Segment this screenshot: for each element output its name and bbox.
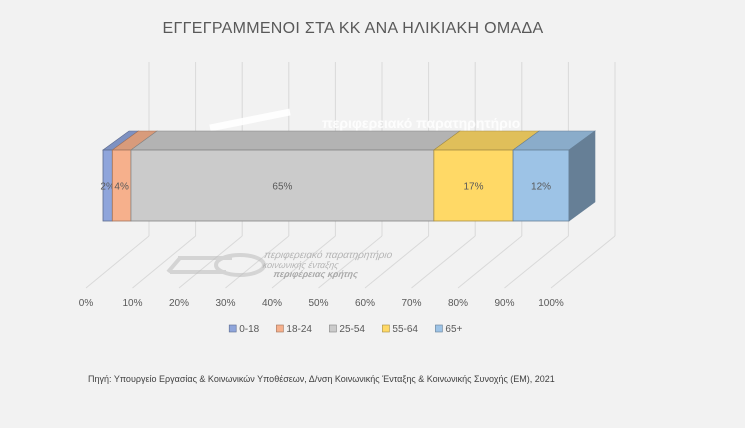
chart-title: ΕΓΓΕΓΡΑΜΜΕΝΟΙ ΣΤΑ ΚΚ ΑΝΑ ΗΛΙΚΙΑΚΗ ΟΜΑΔΑ bbox=[162, 20, 544, 37]
source-note: Πηγή: Υπουργείο Εργασίας & Κοινωνικών Υπ… bbox=[88, 374, 555, 384]
gridline-floor bbox=[504, 235, 569, 289]
bar-segment-top-25-54 bbox=[130, 130, 461, 151]
gridline-floor bbox=[411, 235, 476, 289]
x-tick-label: 80% bbox=[448, 298, 468, 309]
data-label-65+: 12% bbox=[531, 182, 551, 193]
x-tick-label: 70% bbox=[401, 298, 421, 309]
legend-swatch-18-24 bbox=[276, 324, 284, 333]
watermark-logo bbox=[166, 253, 266, 277]
watermark-back-logo bbox=[209, 108, 291, 132]
gridline-floor bbox=[364, 235, 429, 289]
gridline-floor bbox=[457, 235, 523, 289]
gridline-floor bbox=[132, 235, 196, 289]
x-axis-ticks: 0% 10% 20% 30% 40% 50% 60% 70% 80% 90% 100% bbox=[79, 298, 564, 309]
x-tick-label: 0% bbox=[79, 298, 94, 309]
legend-swatch-65+ bbox=[435, 324, 443, 333]
bar-segment-25-54 bbox=[130, 149, 435, 222]
gridline-floor bbox=[550, 235, 616, 289]
watermark-line-3: περιφέρειας κρήτης bbox=[273, 269, 359, 279]
x-tick-label: 40% bbox=[262, 298, 282, 309]
legend-label-0-18: 0-18 bbox=[239, 324, 259, 335]
legend-label-25-54: 25-54 bbox=[339, 324, 365, 335]
x-tick-label: 10% bbox=[122, 298, 142, 309]
bar-segment-65+ bbox=[512, 149, 570, 222]
x-tick-label: 60% bbox=[355, 298, 375, 309]
watermark-line-1: περιφερειακό παρατηρητήριο bbox=[263, 249, 393, 261]
x-tick-label: 20% bbox=[169, 298, 189, 309]
gridline-floor bbox=[85, 235, 150, 289]
x-tick-label: 50% bbox=[308, 298, 328, 309]
legend: 0-18 18-24 25-54 55-64 65+ bbox=[228, 324, 463, 335]
legend-label-55-64: 55-64 bbox=[392, 324, 418, 335]
legend-swatch-55-64 bbox=[382, 324, 390, 333]
bar-segment-55-64 bbox=[433, 149, 514, 222]
legend-label-18-24: 18-24 bbox=[286, 324, 312, 335]
x-tick-label: 100% bbox=[538, 298, 564, 309]
legend-swatch-0-18 bbox=[228, 324, 237, 333]
gridline-floor bbox=[178, 235, 243, 289]
gridline-floor bbox=[271, 235, 336, 289]
gridline-floor bbox=[318, 235, 383, 289]
gridline-floor bbox=[225, 235, 290, 289]
data-label-25-54: 65% bbox=[272, 182, 292, 193]
bars: 2% 4% 65% 17% 12% bbox=[100, 130, 596, 222]
data-label-55-64: 17% bbox=[463, 182, 483, 193]
data-label-0-18: 2% bbox=[100, 182, 115, 193]
x-tick-label: 30% bbox=[215, 298, 235, 309]
data-label-18-24: 4% bbox=[114, 182, 129, 193]
watermark-line-2: κοινωνικής ένταξης bbox=[262, 260, 340, 270]
legend-swatch-25-54 bbox=[329, 324, 337, 333]
x-tick-label: 90% bbox=[494, 298, 514, 309]
legend-label-65+: 65+ bbox=[445, 324, 462, 335]
watermark-back-text: περιφερειακό παρατηρητήριο bbox=[322, 115, 520, 131]
bar-segment-side-65+ bbox=[568, 130, 596, 222]
watermark: περιφερειακό παρατηρητήριο κοινωνικής έν… bbox=[166, 108, 520, 279]
